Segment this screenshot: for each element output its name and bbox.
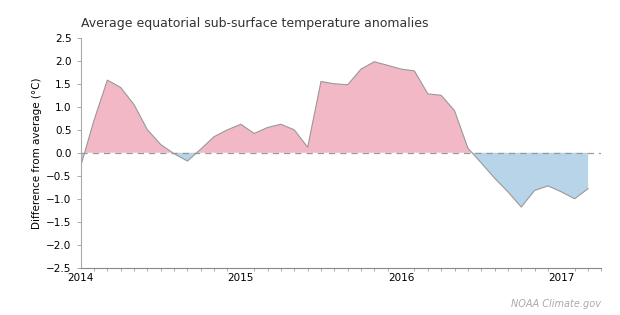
Text: NOAA Climate.gov: NOAA Climate.gov xyxy=(512,299,601,309)
Y-axis label: Difference from average (°C): Difference from average (°C) xyxy=(32,77,42,228)
Text: Average equatorial sub-surface temperature anomalies: Average equatorial sub-surface temperatu… xyxy=(81,17,428,30)
